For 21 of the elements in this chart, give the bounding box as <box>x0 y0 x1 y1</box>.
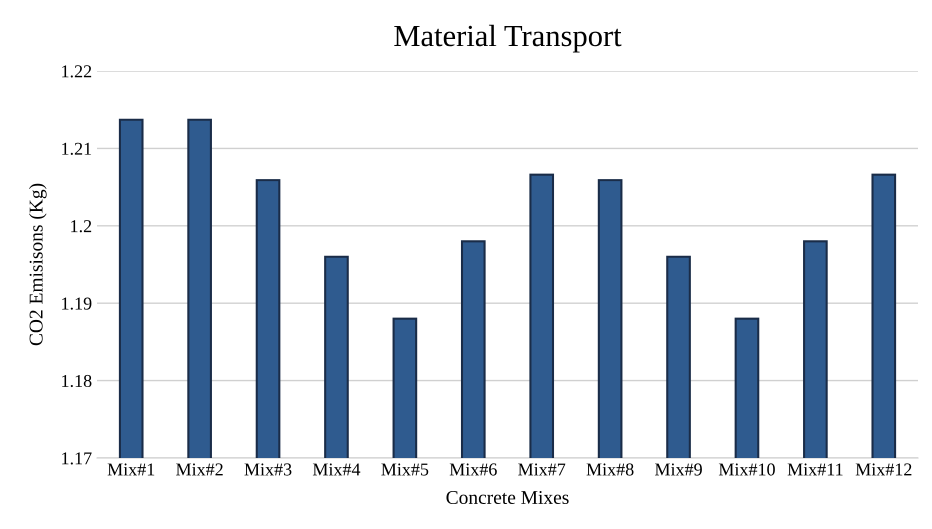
y-tick-label: 1.2 <box>71 220 92 232</box>
y-axis-title: CO2 Emisisons (Kg) <box>28 184 47 346</box>
chart-title: Material Transport <box>394 24 622 53</box>
x-tick-label: Mix#1 <box>108 463 154 476</box>
y-tick-label: 1.21 <box>62 142 92 155</box>
x-tick-label: Mix#11 <box>788 463 843 476</box>
x-tick-label: Mix#12 <box>856 463 912 476</box>
x-tick-label: Mix#5 <box>381 463 428 476</box>
x-tick-label: Mix#10 <box>718 463 775 476</box>
x-tick-label: Mix#3 <box>244 463 292 476</box>
x-tick-label: Mix#4 <box>312 463 360 476</box>
x-tick-label: Mix#8 <box>586 463 634 476</box>
y-tick-label: 1.18 <box>62 374 92 388</box>
x-tick-label: Mix#2 <box>176 463 223 476</box>
x-axis-title: Concrete Mixes <box>446 490 569 504</box>
y-tick-label: 1.22 <box>62 65 92 78</box>
y-tick-label: 1.17 <box>62 452 92 465</box>
x-tick-label: Mix#9 <box>654 463 702 476</box>
y-tick-label: 1.19 <box>62 298 92 310</box>
x-tick-label: Mix#6 <box>450 463 497 476</box>
x-tick-label: Mix#7 <box>518 463 566 476</box>
